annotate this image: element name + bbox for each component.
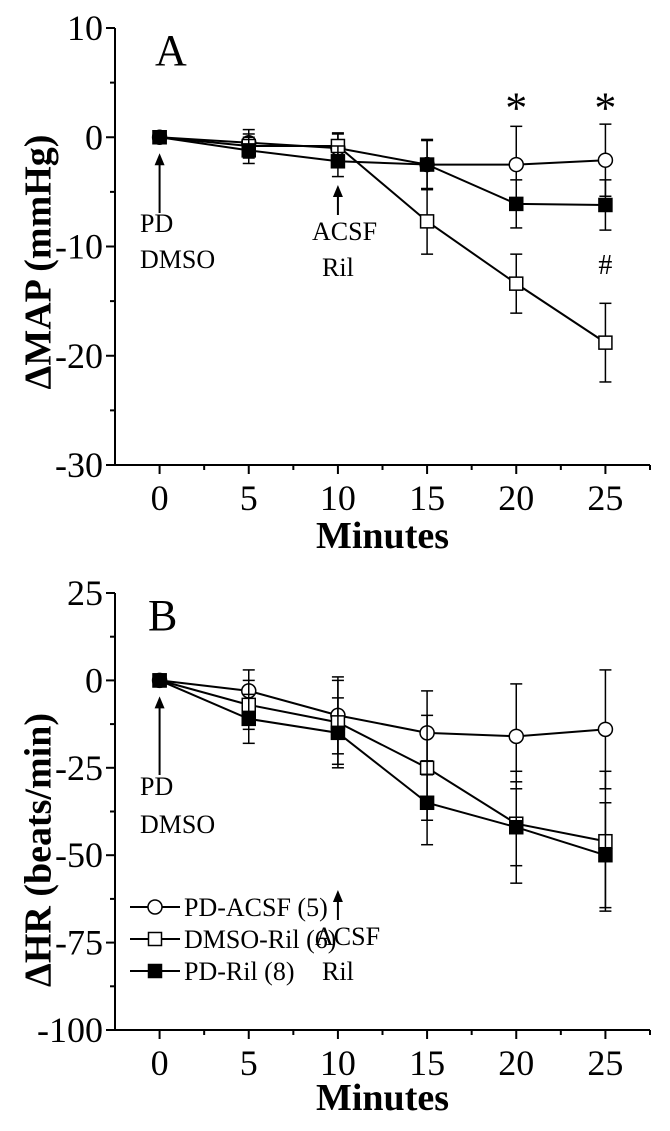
arrow-head: [332, 185, 343, 197]
y-tick-label: 10: [67, 8, 103, 48]
data-point-filled-square: [598, 847, 613, 863]
x-tick-label: 10: [320, 478, 356, 518]
y-axis-title: ΔHR (beats/min): [18, 713, 60, 987]
significance-marker: *: [594, 83, 616, 132]
y-tick-label: -10: [55, 227, 103, 267]
arrow-head: [154, 153, 165, 166]
series-line: [159, 136, 606, 206]
x-axis-title: Minutes: [316, 1077, 449, 1119]
legend-marker-filled-square: [147, 963, 163, 979]
data-point-filled-square: [152, 673, 167, 688]
data-point-filled-square: [598, 197, 613, 213]
arrow-head: [154, 696, 165, 709]
annotation-label: ACSF: [315, 922, 380, 951]
x-tick-label: 25: [587, 1043, 623, 1083]
x-tick-label: 15: [409, 1043, 445, 1083]
arrow-head: [332, 890, 343, 902]
y-tick-label: -100: [37, 1010, 103, 1050]
x-axis-title: Minutes: [316, 515, 449, 557]
series-line: [159, 136, 606, 344]
x-tick-label: 10: [320, 1043, 356, 1083]
series-line: [159, 679, 606, 843]
panel-label: A: [155, 26, 187, 75]
data-point-filled-square: [330, 725, 346, 741]
x-tick-label: 0: [151, 478, 169, 518]
legend-entry-label: DMSO-Ril (6): [184, 925, 336, 954]
data-point-filled-square: [509, 819, 524, 835]
x-tick-label: 20: [498, 1043, 534, 1083]
data-point-square: [509, 276, 524, 291]
legend-marker-circle: [147, 899, 163, 915]
significance-marker: #: [598, 250, 612, 281]
panel-label: B: [148, 591, 177, 640]
annotation-label: DMSO: [140, 810, 215, 839]
x-tick-label: 20: [498, 478, 534, 518]
annotation-label: PD: [140, 209, 173, 238]
annotation-label: Ril: [322, 957, 354, 986]
x-tick-label: 5: [240, 1043, 258, 1083]
data-point-circle: [508, 728, 524, 745]
annotation-label: Ril: [322, 253, 354, 282]
y-tick-label: -50: [55, 835, 103, 875]
x-tick-label: 25: [587, 478, 623, 518]
significance-marker: *: [505, 83, 527, 132]
series-line: [159, 679, 606, 738]
data-point-filled-square: [241, 711, 256, 727]
x-tick-label: 0: [151, 1043, 169, 1083]
legend-marker-square: [147, 931, 163, 947]
y-axis-title: ΔMAP (mmHg): [18, 135, 60, 390]
series-line: [159, 136, 606, 166]
series-line: [159, 679, 606, 857]
data-point-filled-square: [509, 196, 524, 212]
annotation-label: ACSF: [312, 217, 377, 246]
y-tick-label: -75: [55, 923, 103, 963]
data-point-square: [419, 214, 435, 229]
y-tick-label: 0: [85, 660, 103, 700]
annotation-label: PD: [140, 772, 173, 801]
y-tick-label: -20: [55, 336, 103, 376]
data-point-circle: [597, 152, 614, 168]
y-tick-label: 0: [85, 117, 103, 157]
legend-entry-label: PD-ACSF (5): [184, 893, 328, 922]
data-point-filled-square: [241, 143, 256, 158]
data-point-filled-square: [330, 154, 346, 169]
y-tick-label: -30: [55, 445, 103, 485]
y-tick-label: -25: [55, 748, 103, 788]
data-point-filled-square: [152, 130, 167, 145]
data-point-circle: [597, 721, 614, 738]
annotation-label: DMSO: [140, 245, 215, 274]
y-tick-label: 25: [67, 573, 103, 613]
data-point-square: [598, 335, 613, 350]
data-point-circle: [508, 156, 524, 173]
x-tick-label: 5: [240, 478, 258, 518]
data-point-filled-square: [419, 157, 435, 172]
x-tick-label: 15: [409, 478, 445, 518]
legend-entry-label: PD-Ril (8): [184, 957, 295, 986]
data-point-filled-square: [419, 795, 435, 811]
